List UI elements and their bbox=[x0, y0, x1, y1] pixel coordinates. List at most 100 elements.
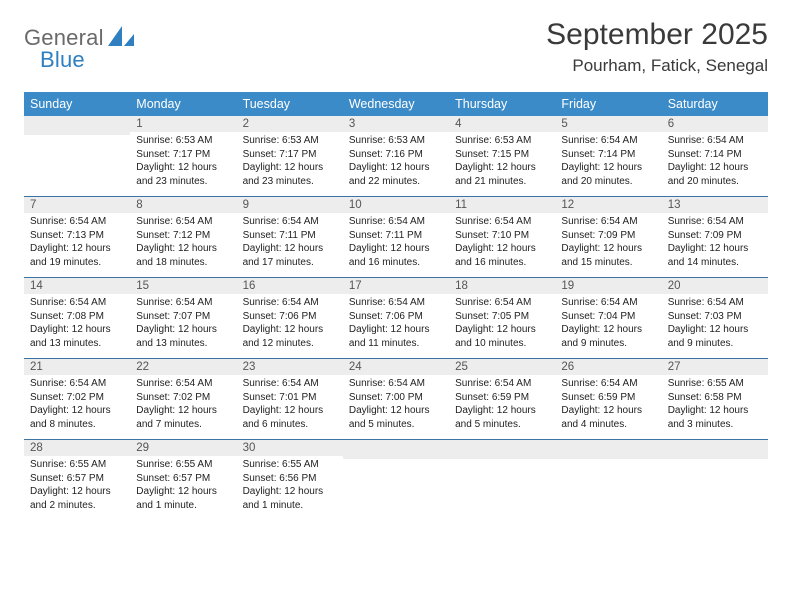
sunrise-text: Sunrise: 6:54 AM bbox=[668, 215, 762, 229]
calendar-day-cell bbox=[343, 440, 449, 521]
calendar-day-cell: 2Sunrise: 6:53 AMSunset: 7:17 PMDaylight… bbox=[237, 116, 343, 197]
calendar-table: Sunday Monday Tuesday Wednesday Thursday… bbox=[24, 92, 768, 520]
day-number: 2 bbox=[237, 116, 343, 132]
sunset-text: Sunset: 7:07 PM bbox=[136, 310, 230, 324]
day-header: Tuesday bbox=[237, 92, 343, 116]
day-details: Sunrise: 6:54 AMSunset: 6:59 PMDaylight:… bbox=[449, 375, 555, 435]
day-details: Sunrise: 6:54 AMSunset: 7:12 PMDaylight:… bbox=[130, 213, 236, 273]
day-number: 27 bbox=[662, 359, 768, 375]
daylight-text: Daylight: 12 hours and 2 minutes. bbox=[30, 485, 124, 512]
day-number: 14 bbox=[24, 278, 130, 294]
sunrise-text: Sunrise: 6:54 AM bbox=[30, 296, 124, 310]
calendar-day-cell: 27Sunrise: 6:55 AMSunset: 6:58 PMDayligh… bbox=[662, 359, 768, 440]
calendar-day-cell: 26Sunrise: 6:54 AMSunset: 6:59 PMDayligh… bbox=[555, 359, 661, 440]
sunset-text: Sunset: 7:06 PM bbox=[243, 310, 337, 324]
calendar-day-cell bbox=[24, 116, 130, 197]
sunset-text: Sunset: 7:17 PM bbox=[136, 148, 230, 162]
daylight-text: Daylight: 12 hours and 8 minutes. bbox=[30, 404, 124, 431]
sunset-text: Sunset: 7:06 PM bbox=[349, 310, 443, 324]
calendar-day-cell: 22Sunrise: 6:54 AMSunset: 7:02 PMDayligh… bbox=[130, 359, 236, 440]
daylight-text: Daylight: 12 hours and 5 minutes. bbox=[349, 404, 443, 431]
sunset-text: Sunset: 7:10 PM bbox=[455, 229, 549, 243]
calendar-day-cell: 4Sunrise: 6:53 AMSunset: 7:15 PMDaylight… bbox=[449, 116, 555, 197]
sunset-text: Sunset: 7:04 PM bbox=[561, 310, 655, 324]
sunset-text: Sunset: 7:09 PM bbox=[561, 229, 655, 243]
calendar-day-cell: 13Sunrise: 6:54 AMSunset: 7:09 PMDayligh… bbox=[662, 197, 768, 278]
sunrise-text: Sunrise: 6:54 AM bbox=[349, 215, 443, 229]
sunset-text: Sunset: 7:13 PM bbox=[30, 229, 124, 243]
day-number bbox=[662, 440, 768, 459]
sunrise-text: Sunrise: 6:54 AM bbox=[561, 377, 655, 391]
day-details: Sunrise: 6:53 AMSunset: 7:15 PMDaylight:… bbox=[449, 132, 555, 192]
sunset-text: Sunset: 6:59 PM bbox=[561, 391, 655, 405]
day-number: 30 bbox=[237, 440, 343, 456]
sunset-text: Sunset: 6:58 PM bbox=[668, 391, 762, 405]
calendar-day-cell: 17Sunrise: 6:54 AMSunset: 7:06 PMDayligh… bbox=[343, 278, 449, 359]
daylight-text: Daylight: 12 hours and 20 minutes. bbox=[561, 161, 655, 188]
day-details: Sunrise: 6:54 AMSunset: 7:14 PMDaylight:… bbox=[662, 132, 768, 192]
sunset-text: Sunset: 7:01 PM bbox=[243, 391, 337, 405]
day-number: 26 bbox=[555, 359, 661, 375]
sunset-text: Sunset: 6:57 PM bbox=[136, 472, 230, 486]
day-details: Sunrise: 6:55 AMSunset: 6:56 PMDaylight:… bbox=[237, 456, 343, 516]
sunrise-text: Sunrise: 6:54 AM bbox=[30, 377, 124, 391]
day-number: 3 bbox=[343, 116, 449, 132]
day-number: 1 bbox=[130, 116, 236, 132]
day-number: 29 bbox=[130, 440, 236, 456]
daylight-text: Daylight: 12 hours and 17 minutes. bbox=[243, 242, 337, 269]
day-details bbox=[662, 459, 768, 465]
calendar-day-cell: 19Sunrise: 6:54 AMSunset: 7:04 PMDayligh… bbox=[555, 278, 661, 359]
day-number: 20 bbox=[662, 278, 768, 294]
page-header: General Blue September 2025 Pourham, Fat… bbox=[24, 18, 768, 76]
daylight-text: Daylight: 12 hours and 22 minutes. bbox=[349, 161, 443, 188]
day-details: Sunrise: 6:55 AMSunset: 6:57 PMDaylight:… bbox=[24, 456, 130, 516]
calendar-day-cell: 21Sunrise: 6:54 AMSunset: 7:02 PMDayligh… bbox=[24, 359, 130, 440]
day-details: Sunrise: 6:54 AMSunset: 7:11 PMDaylight:… bbox=[237, 213, 343, 273]
day-details: Sunrise: 6:54 AMSunset: 7:11 PMDaylight:… bbox=[343, 213, 449, 273]
day-number: 19 bbox=[555, 278, 661, 294]
day-number: 5 bbox=[555, 116, 661, 132]
sunrise-text: Sunrise: 6:54 AM bbox=[561, 215, 655, 229]
day-number: 22 bbox=[130, 359, 236, 375]
day-number bbox=[343, 440, 449, 459]
location-text: Pourham, Fatick, Senegal bbox=[546, 56, 768, 76]
calendar-day-cell: 11Sunrise: 6:54 AMSunset: 7:10 PMDayligh… bbox=[449, 197, 555, 278]
day-details: Sunrise: 6:54 AMSunset: 7:13 PMDaylight:… bbox=[24, 213, 130, 273]
day-header: Sunday bbox=[24, 92, 130, 116]
sunset-text: Sunset: 7:14 PM bbox=[668, 148, 762, 162]
brand-logo: General Blue bbox=[24, 18, 136, 71]
day-details: Sunrise: 6:54 AMSunset: 7:06 PMDaylight:… bbox=[237, 294, 343, 354]
sunrise-text: Sunrise: 6:54 AM bbox=[455, 296, 549, 310]
sunset-text: Sunset: 7:11 PM bbox=[349, 229, 443, 243]
calendar-day-cell bbox=[662, 440, 768, 521]
sunset-text: Sunset: 7:00 PM bbox=[349, 391, 443, 405]
sunset-text: Sunset: 7:12 PM bbox=[136, 229, 230, 243]
day-number: 6 bbox=[662, 116, 768, 132]
calendar-week-row: 7Sunrise: 6:54 AMSunset: 7:13 PMDaylight… bbox=[24, 197, 768, 278]
sunset-text: Sunset: 6:56 PM bbox=[243, 472, 337, 486]
calendar-day-cell: 5Sunrise: 6:54 AMSunset: 7:14 PMDaylight… bbox=[555, 116, 661, 197]
sunrise-text: Sunrise: 6:54 AM bbox=[668, 134, 762, 148]
day-header-row: Sunday Monday Tuesday Wednesday Thursday… bbox=[24, 92, 768, 116]
sunrise-text: Sunrise: 6:54 AM bbox=[30, 215, 124, 229]
daylight-text: Daylight: 12 hours and 14 minutes. bbox=[668, 242, 762, 269]
daylight-text: Daylight: 12 hours and 19 minutes. bbox=[30, 242, 124, 269]
daylight-text: Daylight: 12 hours and 7 minutes. bbox=[136, 404, 230, 431]
sunrise-text: Sunrise: 6:54 AM bbox=[561, 134, 655, 148]
day-number bbox=[449, 440, 555, 459]
day-details bbox=[449, 459, 555, 465]
day-number: 12 bbox=[555, 197, 661, 213]
daylight-text: Daylight: 12 hours and 16 minutes. bbox=[349, 242, 443, 269]
sunset-text: Sunset: 7:09 PM bbox=[668, 229, 762, 243]
daylight-text: Daylight: 12 hours and 11 minutes. bbox=[349, 323, 443, 350]
day-number: 4 bbox=[449, 116, 555, 132]
sunset-text: Sunset: 7:02 PM bbox=[136, 391, 230, 405]
calendar-day-cell: 10Sunrise: 6:54 AMSunset: 7:11 PMDayligh… bbox=[343, 197, 449, 278]
calendar-day-cell: 7Sunrise: 6:54 AMSunset: 7:13 PMDaylight… bbox=[24, 197, 130, 278]
sunset-text: Sunset: 7:11 PM bbox=[243, 229, 337, 243]
calendar-page: General Blue September 2025 Pourham, Fat… bbox=[0, 0, 792, 612]
day-number: 25 bbox=[449, 359, 555, 375]
month-title: September 2025 bbox=[546, 18, 768, 52]
day-details: Sunrise: 6:54 AMSunset: 7:02 PMDaylight:… bbox=[130, 375, 236, 435]
day-number: 16 bbox=[237, 278, 343, 294]
